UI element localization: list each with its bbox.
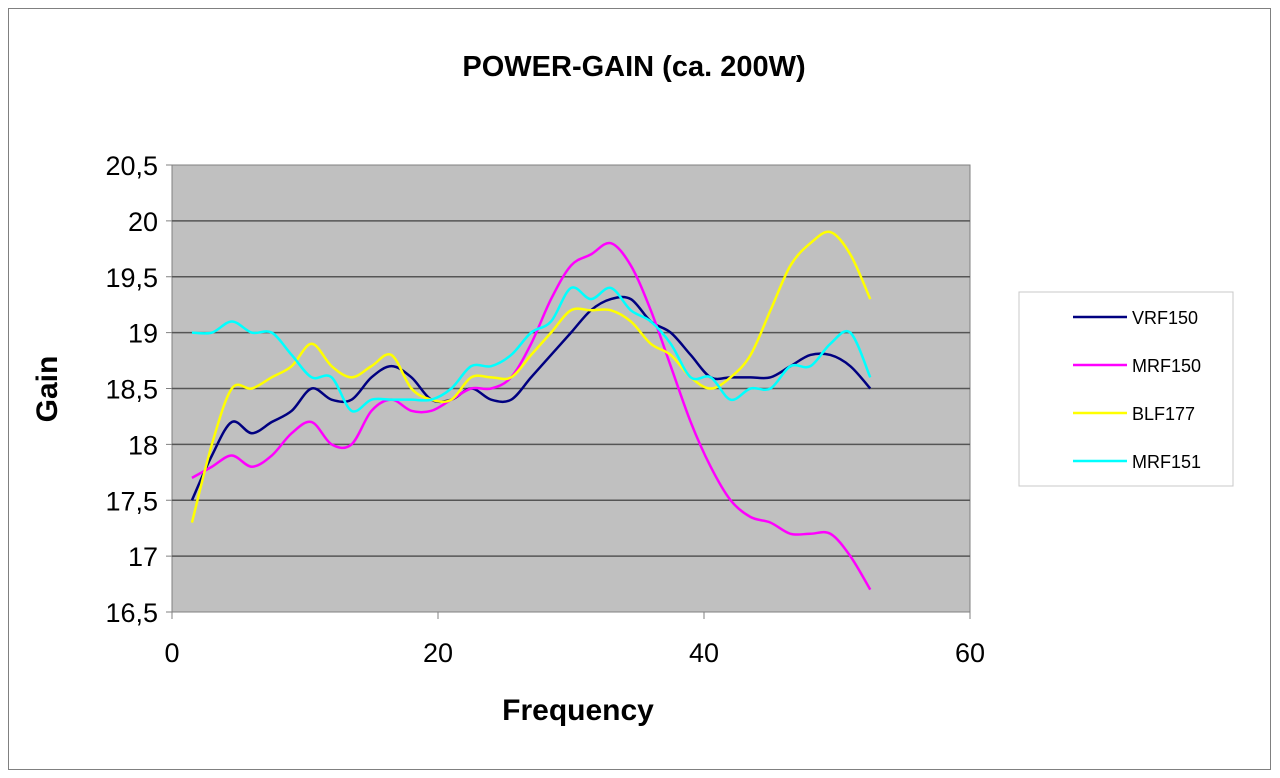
x-axis-label: Frequency — [502, 694, 654, 727]
y-tick-label: 16,5 — [105, 598, 158, 628]
x-tick-label: 0 — [164, 638, 179, 668]
legend-label-mrf151: MRF151 — [1132, 452, 1201, 472]
y-axis-label: Gain — [31, 356, 64, 423]
series-line-mrf150 — [191, 241, 872, 591]
series-line-mrf151 — [191, 286, 872, 413]
y-tick-label: 17 — [128, 542, 158, 572]
y-tick-label: 18,5 — [105, 375, 158, 405]
legend-label-blf177: BLF177 — [1132, 404, 1195, 424]
legend-label-mrf150: MRF150 — [1132, 356, 1201, 376]
x-tick-label: 40 — [689, 638, 719, 668]
y-tick-label: 19,5 — [105, 263, 158, 293]
y-tick-label: 17,5 — [105, 486, 158, 516]
y-tick-label: 18 — [128, 430, 158, 460]
chart-frame — [8, 8, 1271, 770]
y-tick-label: 19 — [128, 319, 158, 349]
x-tick-label: 20 — [423, 638, 453, 668]
series-line-vrf150 — [190, 295, 872, 501]
y-tick-label: 20,5 — [105, 151, 158, 181]
series-line-blf177 — [190, 230, 872, 523]
legend-label-vrf150: VRF150 — [1132, 308, 1198, 328]
x-tick-label: 60 — [955, 638, 985, 668]
legend-box — [1018, 291, 1234, 487]
y-tick-label: 20 — [128, 207, 158, 237]
chart-title: POWER-GAIN (ca. 200W) — [462, 51, 805, 83]
